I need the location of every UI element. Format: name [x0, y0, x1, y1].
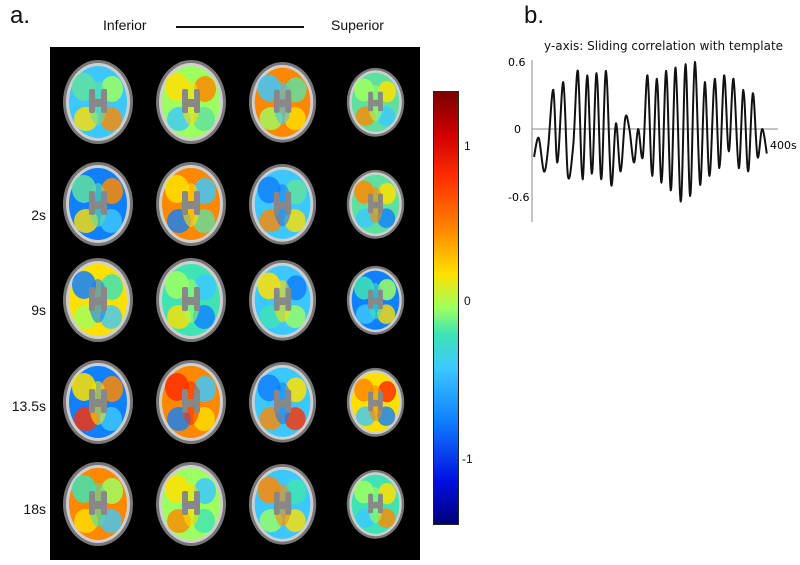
- colorbar-tick-minus1: -1: [462, 452, 473, 466]
- brain-slice-image: [155, 359, 227, 445]
- brain-slice-image: [62, 359, 134, 445]
- chart-title: y-axis: Sliding correlation with templat…: [544, 39, 784, 53]
- panel-b-label: b.: [524, 2, 545, 29]
- panel-a-label: a.: [10, 2, 31, 29]
- colorbar-tick-0: 0: [464, 294, 471, 308]
- row-label-3: 9s: [31, 302, 46, 318]
- brain-slice-image: [62, 59, 134, 145]
- brain-slice-image: [248, 61, 317, 144]
- x-end-label: 400s: [770, 139, 797, 152]
- colorbar: [433, 91, 459, 525]
- brain-slice-image: [155, 161, 227, 247]
- brain-slice-grid: [50, 47, 420, 560]
- correlation-series-line: [533, 60, 768, 203]
- brain-slice-image: [248, 163, 317, 246]
- brain-slice-image: [155, 461, 227, 547]
- colorbar-tick-1: 1: [464, 139, 471, 153]
- brain-slice-image: [248, 361, 317, 444]
- brain-slice-image: [62, 161, 134, 247]
- brain-slice-image: [62, 461, 134, 547]
- correlation-line-chart: 0.6 0 -0.6 400s: [508, 56, 797, 222]
- brain-slice-image: [346, 367, 405, 438]
- row-label-2: 2s: [31, 207, 46, 223]
- brain-slice-image: [155, 59, 227, 145]
- brain-slice-image: [346, 67, 405, 138]
- brain-slice-image: [346, 169, 405, 240]
- brain-slice-image: [62, 257, 134, 343]
- y-tick-minus0.6: -0.6: [508, 191, 529, 204]
- brain-slice-image: [346, 469, 405, 540]
- brain-slice-image: [346, 265, 405, 336]
- row-label-5: 18s: [23, 501, 46, 517]
- y-tick-0: 0: [514, 123, 521, 136]
- superior-label: Superior: [331, 17, 384, 33]
- y-tick-0.6: 0.6: [508, 56, 526, 69]
- brain-slice-image: [248, 463, 317, 546]
- brain-slice-image: [155, 257, 227, 343]
- inferior-superior-axis-line: [176, 26, 304, 28]
- inferior-label: Inferior: [103, 17, 147, 33]
- row-label-4: 13.5s: [11, 398, 46, 414]
- brain-slice-image: [248, 259, 317, 342]
